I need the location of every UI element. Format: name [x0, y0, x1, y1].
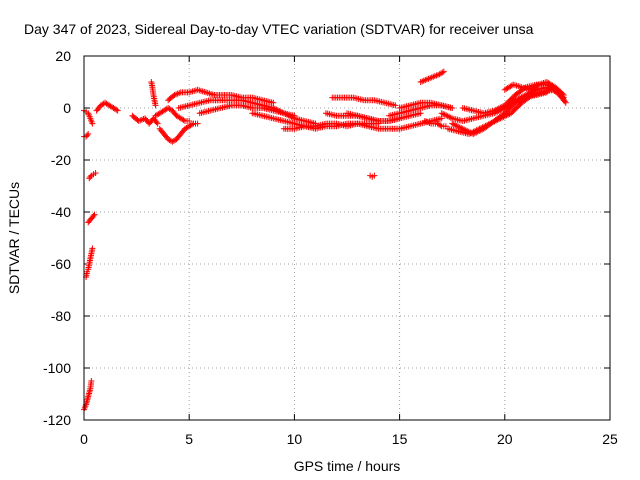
x-tick-label: 20: [497, 431, 513, 447]
x-tick-label: 10: [287, 431, 303, 447]
data-track: [344, 110, 424, 124]
data-track: [501, 79, 567, 98]
data-point: [438, 115, 445, 122]
data-point: [439, 69, 446, 76]
y-tick-label: -120: [43, 412, 71, 428]
data-point: [90, 212, 97, 219]
data-track: [93, 99, 121, 114]
y-tick-label: -20: [51, 152, 71, 168]
data-point: [153, 119, 160, 126]
data-point: [113, 106, 120, 113]
data-point: [392, 102, 399, 109]
data-point: [543, 89, 550, 96]
data-point: [84, 132, 91, 139]
data-point: [437, 122, 444, 129]
data-point: [560, 92, 567, 98]
y-tick-label: -100: [43, 360, 71, 376]
plot-frame: [83, 55, 611, 421]
data-point: [561, 98, 568, 105]
data-point: [186, 118, 193, 124]
data-track: [152, 105, 193, 124]
data-track: [81, 378, 95, 413]
data-point: [562, 99, 569, 106]
data-point: [189, 121, 196, 128]
x-tick-label: 15: [392, 431, 408, 447]
data-point: [154, 120, 161, 127]
data-point: [417, 110, 424, 117]
data-track: [156, 120, 201, 145]
data-point: [180, 117, 187, 124]
x-tick-label: 25: [602, 431, 618, 447]
data-track: [86, 170, 99, 182]
y-tick-labels: -120 -100 -80 -60 -40 -20 0 20: [43, 48, 71, 428]
y-axis-label: SDTVAR / TECUs: [6, 182, 22, 294]
data-point: [89, 245, 96, 252]
data-track: [81, 107, 96, 127]
data-point: [152, 102, 159, 109]
data-track: [367, 172, 378, 180]
data-track: [417, 68, 447, 85]
data-point: [88, 378, 95, 384]
data-series: [81, 68, 569, 413]
y-tick-label: 0: [63, 100, 71, 116]
data-point: [449, 105, 456, 111]
data-point: [371, 172, 378, 179]
x-tick-label: 5: [185, 431, 193, 447]
data-track: [196, 102, 319, 127]
data-track: [396, 99, 456, 111]
data-point: [270, 99, 277, 106]
data-point: [534, 82, 541, 89]
y-tick-label: -60: [51, 256, 71, 272]
x-tick-label: 0: [80, 431, 88, 447]
x-tick-labels: 0 5 10 15 20 25: [80, 431, 618, 447]
data-track: [449, 89, 550, 137]
data-point: [84, 268, 91, 275]
data-track: [81, 131, 92, 140]
y-tick-label: 20: [55, 48, 71, 64]
data-track: [354, 115, 445, 132]
data-point: [91, 211, 98, 218]
data-track: [129, 112, 161, 127]
data-point: [440, 68, 447, 75]
data-track: [421, 118, 449, 130]
y-tick-label: -80: [51, 308, 71, 324]
data-point: [194, 120, 201, 127]
x-axis-label: GPS time / hours: [294, 458, 401, 474]
data-point: [92, 170, 99, 176]
y-tick-label: -40: [51, 204, 71, 220]
chart-title: Day 347 of 2023, Sidereal Day-to-day VTE…: [24, 21, 534, 37]
data-track: [83, 245, 96, 280]
data-point: [559, 90, 566, 97]
data-point: [87, 173, 94, 180]
data-track: [329, 94, 399, 109]
data-point: [114, 107, 121, 114]
data-track: [148, 79, 159, 109]
data-point: [89, 120, 96, 127]
data-track: [85, 211, 98, 226]
data-point: [85, 131, 92, 137]
